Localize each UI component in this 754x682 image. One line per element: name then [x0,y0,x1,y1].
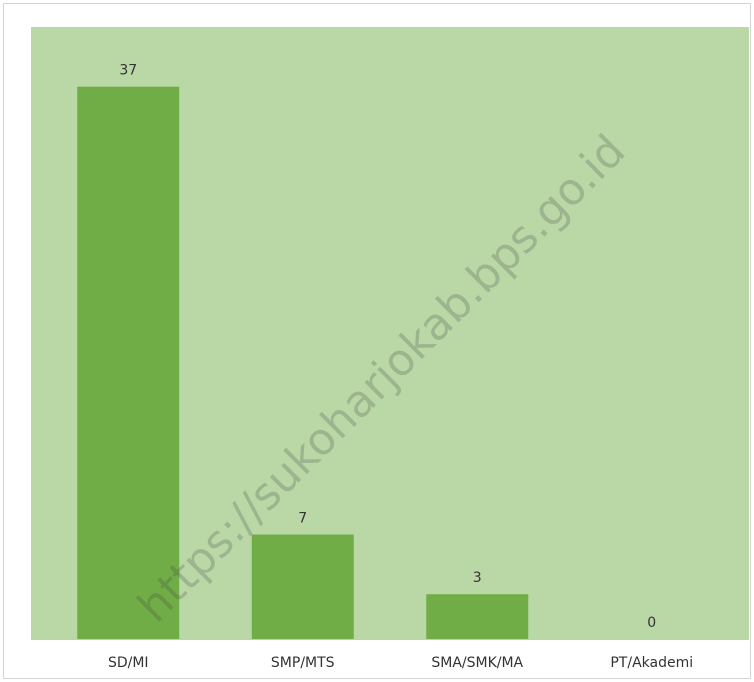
chart-frame: 37 7 3 0 SD/MI SMP/MTS SMA/SMK/MA PT/Akademi h… [3,3,751,679]
category-label-sd-mi: SD/MI [108,655,149,671]
category-label-pt-akademi: PT/Akademi [610,655,693,671]
category-label-sma-smk-ma: SMA/SMK/MA [431,655,523,671]
bar-sd-mi [77,86,180,639]
data-label-smp-mts: 7 [298,511,307,527]
data-labels-group: 37 7 3 0 [119,63,656,631]
category-label-smp-mts: SMP/MTS [271,655,335,671]
category-labels-group: SD/MI SMP/MTS SMA/SMK/MA PT/Akademi [108,655,693,671]
bar-sma-smk-ma [426,594,529,639]
bars-group [77,86,529,639]
data-label-pt-akademi: 0 [647,615,656,631]
data-label-sma-smk-ma: 3 [473,570,482,586]
bar-smp-mts [251,534,354,639]
data-label-sd-mi: 37 [119,63,137,79]
